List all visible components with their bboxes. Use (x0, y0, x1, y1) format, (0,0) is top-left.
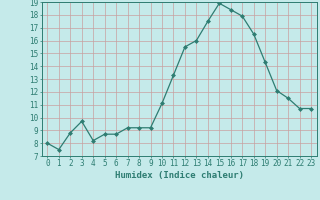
X-axis label: Humidex (Indice chaleur): Humidex (Indice chaleur) (115, 171, 244, 180)
